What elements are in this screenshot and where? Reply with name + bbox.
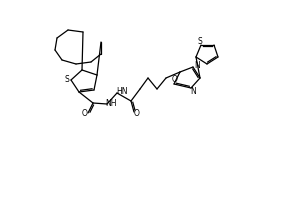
Text: NH: NH xyxy=(105,98,117,108)
Text: O: O xyxy=(82,110,88,118)
Text: O: O xyxy=(134,108,140,117)
Text: S: S xyxy=(64,74,69,84)
Text: HN: HN xyxy=(116,88,128,97)
Text: S: S xyxy=(198,36,203,46)
Text: N: N xyxy=(194,62,200,71)
Text: N: N xyxy=(190,88,196,97)
Text: O: O xyxy=(172,75,178,84)
